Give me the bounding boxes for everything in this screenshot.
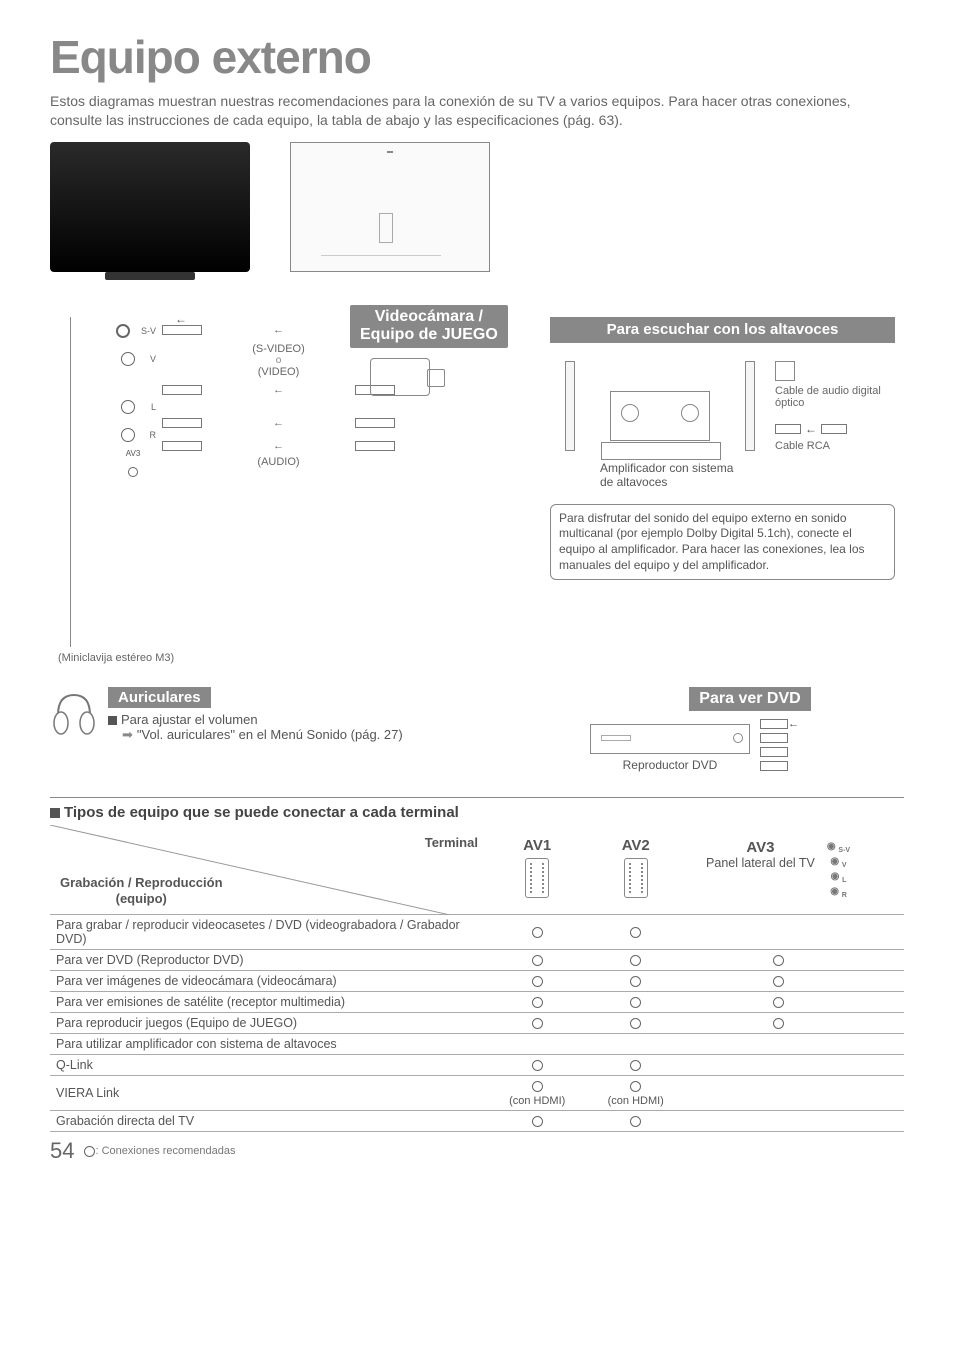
amplifier-icon (610, 391, 710, 441)
table-row: Para ver DVD (Reproductor DVD) (50, 950, 904, 971)
intro-text: Estos diagramas muestran nuestras recome… (50, 92, 904, 130)
table-row: Para grabar / reproducir videocasetes / … (50, 915, 904, 950)
cam-juego-block: Videocámara / Equipo de JUEGO (350, 305, 508, 396)
table-row: Para ver imágenes de videocámara (videoc… (50, 971, 904, 992)
tv-illustrations (50, 142, 904, 272)
table-heading: Tipos de equipo que se puede conectar a … (50, 804, 904, 821)
page-number: 54 (50, 1138, 74, 1164)
table-row: Para utilizar amplificador con sistema d… (50, 1034, 904, 1055)
table-row: Grabación directa del TV (50, 1111, 904, 1132)
av3-jack-icons: ◉ S-V ◉ V ◉ L ◉ R (827, 839, 850, 901)
table-row: Q-Link (50, 1055, 904, 1076)
table-row: VIERA Link(con HDMI)(con HDMI) (50, 1076, 904, 1111)
terminal-table: Terminal Grabación / Reproducción (equip… (50, 825, 904, 1133)
tv-front-icon (50, 142, 250, 272)
headphone-block: Auriculares Para ajustar el volumen ➡"Vo… (50, 687, 403, 747)
footnote: : Conexiones recomendadas (84, 1145, 235, 1157)
mini-plug-label: (Miniclavija estéreo M3) (58, 652, 174, 664)
table-row: Para ver emisiones de satélite (receptor… (50, 992, 904, 1013)
dvd-block: Para ver DVD Reproductor DVD ← (590, 687, 910, 773)
scart-icon (525, 858, 549, 898)
scart-icon (624, 858, 648, 898)
speaker-note: Para disfrutar del sonido del equipo ext… (550, 504, 895, 580)
tv-back-icon (290, 142, 490, 272)
table-row: Para reproducir juegos (Equipo de JUEGO) (50, 1013, 904, 1034)
camcorder-icon (370, 358, 430, 396)
page-title: Equipo externo (50, 30, 904, 84)
dvd-player-icon (590, 724, 750, 754)
speaker-block: Para escuchar con los altavoces Cable de… (550, 317, 895, 580)
headphone-icon (50, 687, 98, 747)
